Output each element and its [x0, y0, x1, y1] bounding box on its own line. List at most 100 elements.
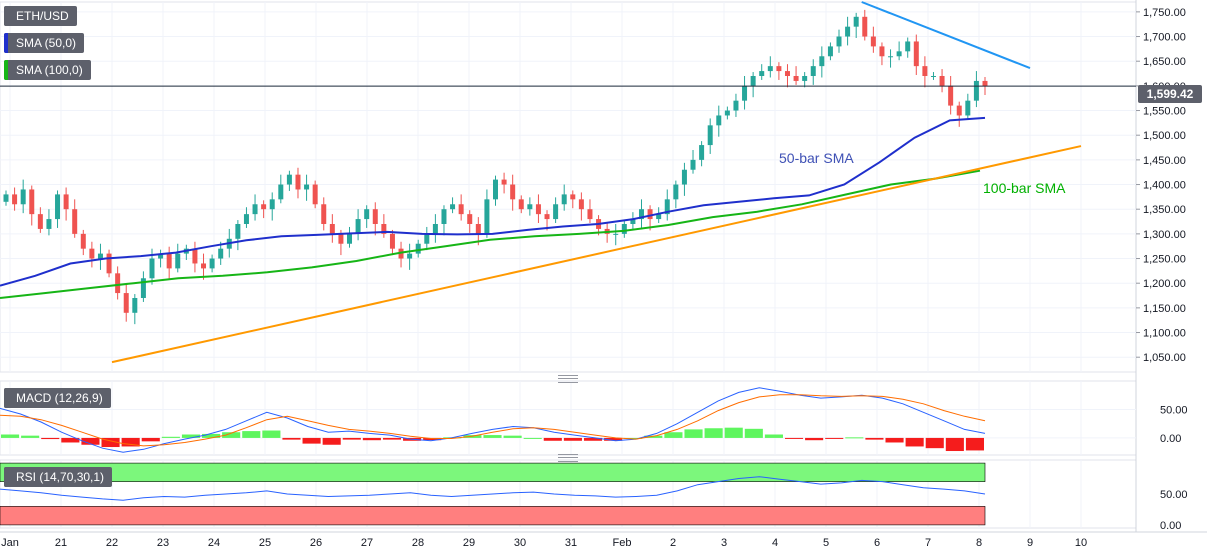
candle-body	[46, 219, 52, 229]
time-axis-label: 28	[412, 537, 424, 549]
candle-body	[578, 199, 584, 210]
macd-label: MACD (12,26,9)	[16, 391, 103, 405]
candle-body	[827, 46, 833, 57]
macd-line	[0, 387, 986, 453]
candle-body	[269, 199, 275, 210]
time-axis-label: Feb	[613, 537, 632, 549]
macd-histogram-bar	[583, 437, 603, 441]
macd-histogram-bar	[523, 437, 542, 439]
time-axis-label: 30	[514, 537, 526, 549]
sma100-swatch	[4, 60, 8, 80]
macd-pane-resize-handle[interactable]	[558, 375, 578, 383]
candle-body	[201, 263, 207, 269]
price-axis-label: 1,650.00	[1143, 56, 1186, 68]
candle-body	[776, 66, 782, 72]
time-axis-label: 3	[721, 537, 727, 549]
time-axis-label: 26	[310, 537, 322, 549]
candle-body	[518, 199, 524, 210]
macd-histogram-bar	[825, 437, 844, 439]
time-axis-label: 9	[1027, 537, 1033, 549]
candle-body	[896, 51, 902, 57]
macd-histogram-bar	[945, 437, 964, 452]
candle-body	[862, 16, 868, 37]
rsi-axis-label: 50.00	[1160, 489, 1188, 501]
price-axis-label: 1,050.00	[1143, 352, 1186, 364]
candle-body	[845, 26, 851, 37]
candle-body	[733, 100, 739, 111]
candle-body	[544, 214, 550, 220]
time-axis-label: 21	[55, 537, 67, 549]
candle-body	[956, 105, 962, 116]
candle-body	[407, 253, 413, 259]
candle-body	[106, 253, 112, 274]
macd-histogram-bar	[503, 435, 522, 438]
rsi-line	[0, 476, 986, 501]
macd-histogram-bar	[41, 437, 60, 440]
candle-body	[441, 209, 447, 224]
macd-histogram-bar	[704, 428, 723, 438]
rsi-overbought-zone	[0, 462, 986, 482]
price-axis-label: 1,450.00	[1143, 155, 1186, 167]
candle-body	[304, 184, 310, 190]
rsi-legend[interactable]: RSI (14,70,30,1)	[4, 467, 113, 487]
macd-legend[interactable]: MACD (12,26,9)	[4, 388, 111, 408]
time-axis-label: 8	[976, 537, 982, 549]
candle-body	[621, 224, 627, 234]
macd-axis-label: 0.00	[1160, 433, 1181, 445]
candle-body	[510, 184, 516, 200]
candle-body	[329, 224, 335, 234]
macd-histogram-bar	[262, 430, 281, 438]
candle-body	[939, 76, 945, 86]
macd-histogram-bar	[21, 435, 40, 438]
candle-body	[673, 184, 679, 200]
sma50-legend[interactable]: SMA (50,0)	[4, 33, 85, 53]
macd-swatch	[4, 388, 8, 408]
candle-body	[218, 248, 224, 259]
candle-body	[80, 233, 86, 249]
sma100-label: SMA (100,0)	[16, 63, 83, 77]
candle-body	[29, 189, 35, 215]
candle-body	[690, 159, 696, 170]
macd-histogram-bar	[563, 437, 582, 441]
time-axis-label: 25	[259, 537, 271, 549]
candle-body	[175, 253, 181, 269]
macd-histogram-bar	[1, 434, 20, 438]
price-pane-frame	[0, 1, 1137, 373]
time-axis-label: 7	[925, 537, 931, 549]
sma100-legend[interactable]: SMA (100,0)	[4, 60, 91, 80]
candle-body	[802, 76, 808, 81]
candle-body	[784, 71, 790, 76]
candle-body	[20, 189, 26, 205]
candle-body	[656, 214, 662, 220]
candle-body	[879, 46, 885, 57]
macd-histogram-bar	[423, 437, 442, 441]
rsi-axis-label: 0.00	[1160, 520, 1181, 532]
price-axis-label: 1,400.00	[1143, 180, 1186, 192]
price-axis-label: 1,550.00	[1143, 106, 1186, 118]
candle-body	[458, 204, 464, 215]
macd-signal-line	[0, 394, 986, 447]
candle-body	[364, 209, 370, 220]
last-price-label: 1,599.42	[1138, 85, 1202, 103]
candle-body	[630, 219, 636, 224]
candle-body	[140, 278, 146, 298]
candle-body	[432, 224, 438, 234]
candle-body	[295, 174, 301, 190]
candle-body	[742, 85, 748, 101]
symbol-legend[interactable]: ETH/USD	[4, 6, 77, 26]
candle-body	[63, 194, 69, 210]
rsi-pane-resize-handle[interactable]	[558, 454, 578, 462]
macd-histogram-bar	[322, 437, 341, 445]
macd-histogram-bar	[684, 429, 703, 438]
macd-histogram-bar	[161, 436, 180, 438]
candle-body	[681, 169, 687, 185]
candle-body	[97, 253, 103, 259]
candle-body	[647, 209, 653, 220]
candle-body	[192, 248, 198, 264]
candle-body	[235, 224, 241, 239]
candle-body	[123, 293, 129, 313]
candle-body	[819, 56, 825, 67]
candle-body	[613, 233, 619, 235]
